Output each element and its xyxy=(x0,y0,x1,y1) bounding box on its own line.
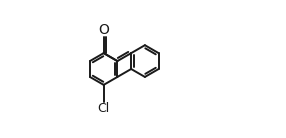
Text: O: O xyxy=(98,23,109,37)
Text: Cl: Cl xyxy=(98,102,110,115)
